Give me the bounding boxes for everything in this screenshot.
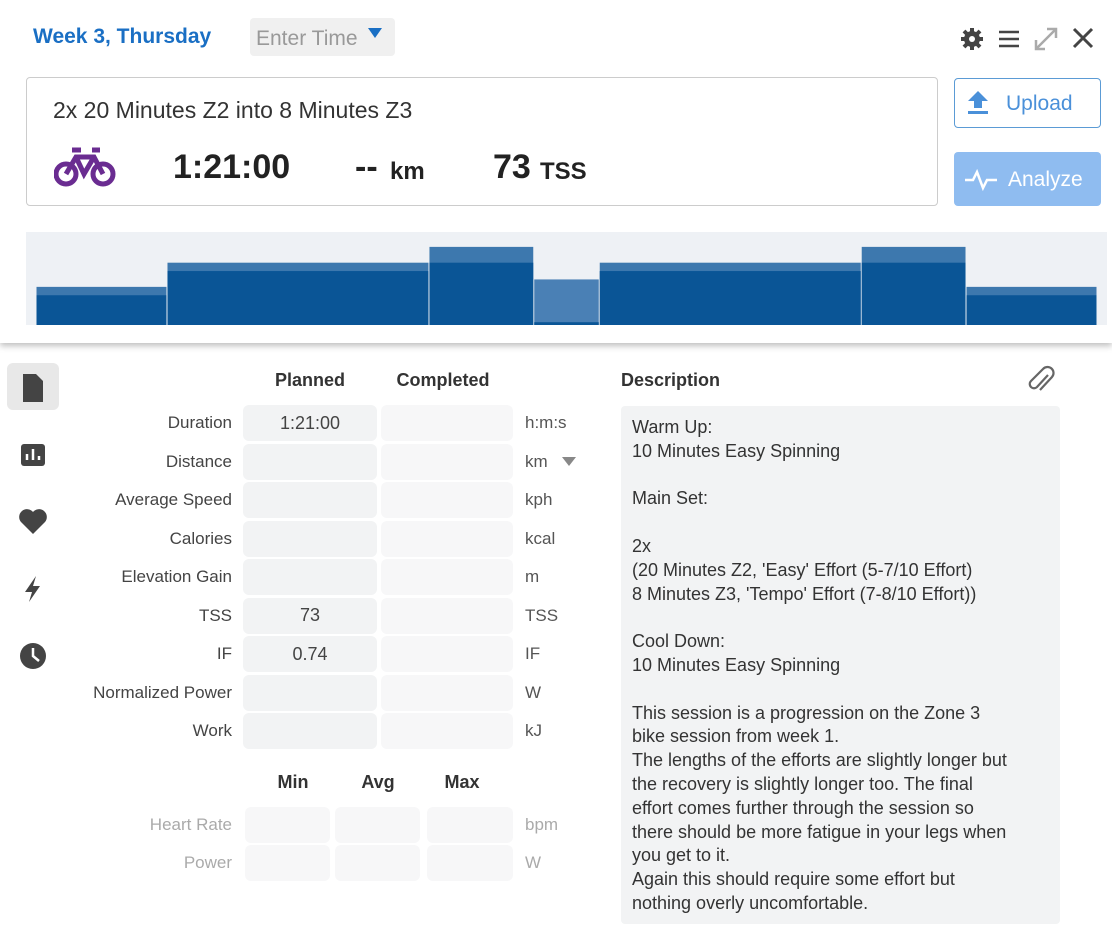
metric-unit: IF xyxy=(525,644,541,663)
planned-field[interactable]: 1:21:00 xyxy=(243,405,377,441)
tss-unit: TSS xyxy=(540,158,587,185)
planned-field[interactable]: 73 xyxy=(243,597,377,634)
distance-unit: km xyxy=(390,158,425,185)
completed-field[interactable] xyxy=(381,597,513,634)
completed-field[interactable] xyxy=(381,520,513,557)
zone-field[interactable] xyxy=(245,845,330,881)
zone-field[interactable] xyxy=(245,807,330,843)
upload-icon xyxy=(968,91,988,114)
analyze-button[interactable]: Analyze xyxy=(954,152,1101,206)
expand-icon[interactable] xyxy=(1034,27,1058,51)
planned-field[interactable] xyxy=(243,713,377,749)
metric-unit: kcal xyxy=(525,528,556,548)
workout-profile xyxy=(26,232,1107,325)
metric-label: Average Speed xyxy=(115,490,232,509)
charts-tab[interactable] xyxy=(21,444,45,466)
metric-unit: kJ xyxy=(525,721,542,740)
day-title: Week 3, Thursday xyxy=(33,25,212,48)
upload-label: Upload xyxy=(1006,92,1073,115)
dropdown-arrow xyxy=(368,28,382,38)
interval-low xyxy=(167,271,429,325)
metric-label: Work xyxy=(192,721,232,740)
settings-icon[interactable] xyxy=(961,28,983,50)
interval-high xyxy=(534,279,599,325)
metric-unit: h:m:s xyxy=(525,413,567,432)
metric-label: TSS xyxy=(198,605,232,625)
analyze-label: Analyze xyxy=(1008,168,1083,191)
close-icon[interactable] xyxy=(1072,27,1094,49)
interval-low xyxy=(534,322,599,325)
zone-field[interactable] xyxy=(427,845,513,881)
zone-header: Avg xyxy=(361,772,395,792)
interval-low xyxy=(861,262,966,325)
column-header: Planned xyxy=(274,370,346,390)
completed-field[interactable] xyxy=(381,674,513,711)
metric-unit: kph xyxy=(525,490,553,509)
attach-icon[interactable] xyxy=(1028,365,1056,395)
metric-label: Elevation Gain xyxy=(121,567,232,586)
window-controls xyxy=(961,27,1094,51)
planned-field[interactable] xyxy=(243,520,377,557)
description-text[interactable]: Warm Up: 10 Minutes Easy Spinning Main S… xyxy=(621,406,1060,924)
metric-unit: W xyxy=(525,682,542,702)
metric-unit: km xyxy=(525,451,548,471)
duration: 1:21:00 xyxy=(173,148,291,186)
metric-label: Distance xyxy=(165,451,232,471)
zone-label: Power xyxy=(183,853,232,872)
distance: -- xyxy=(355,148,378,186)
description-title: Description xyxy=(621,370,721,390)
zone-label: Heart Rate xyxy=(149,815,232,834)
metric-unit: m xyxy=(525,567,540,586)
zone-header: Max xyxy=(444,772,480,792)
metric-unit: TSS xyxy=(525,605,559,625)
completed-field[interactable] xyxy=(381,636,513,672)
workout-name: 2x 20 Minutes Z2 into 8 Minutes Z3 xyxy=(53,97,413,123)
interval-low xyxy=(966,295,1097,325)
time-placeholder: Enter Time xyxy=(256,27,358,50)
completed-field[interactable] xyxy=(381,713,513,749)
planned-field[interactable] xyxy=(243,674,377,711)
upload-button[interactable]: Upload xyxy=(954,78,1101,128)
completed-field[interactable] xyxy=(381,443,513,480)
menu-icon[interactable] xyxy=(999,30,1019,48)
zone-header: Min xyxy=(277,772,309,792)
zone-unit: W xyxy=(525,853,542,872)
workout-card: 2x 20 Minutes Z2 into 8 Minutes Z3 1:21:… xyxy=(26,77,938,206)
zone-field[interactable] xyxy=(335,807,420,843)
analyze-icon xyxy=(965,169,997,191)
interval-low xyxy=(429,262,534,325)
metric-label: Duration xyxy=(167,413,232,432)
completed-field[interactable] xyxy=(381,405,513,441)
completed-field[interactable] xyxy=(381,559,513,595)
planned-field[interactable] xyxy=(243,482,377,518)
completed-field[interactable] xyxy=(381,482,513,518)
column-header: Completed xyxy=(396,370,490,390)
zone-field[interactable] xyxy=(335,845,420,881)
health-tab[interactable] xyxy=(19,509,47,534)
power-tab[interactable] xyxy=(25,576,40,602)
interval-low xyxy=(36,295,167,325)
tss: 73 xyxy=(493,148,531,186)
planned-field[interactable] xyxy=(243,443,377,480)
sidebar-icons xyxy=(19,374,47,669)
planned-field[interactable] xyxy=(243,559,377,595)
planned-field[interactable]: 0.74 xyxy=(243,636,377,672)
time-tab[interactable] xyxy=(20,643,46,669)
bike-icon xyxy=(54,147,116,187)
interval-low xyxy=(599,271,861,325)
metric-label: Normalized Power xyxy=(93,682,232,702)
zone-field[interactable] xyxy=(427,807,513,843)
details-tab[interactable] xyxy=(23,374,43,402)
time-select[interactable]: Enter Time xyxy=(250,18,395,56)
metric-label: IF xyxy=(216,644,232,663)
zone-unit: bpm xyxy=(525,815,559,834)
metric-label: Calories xyxy=(169,528,232,548)
unit-dropdown[interactable] xyxy=(562,456,576,467)
